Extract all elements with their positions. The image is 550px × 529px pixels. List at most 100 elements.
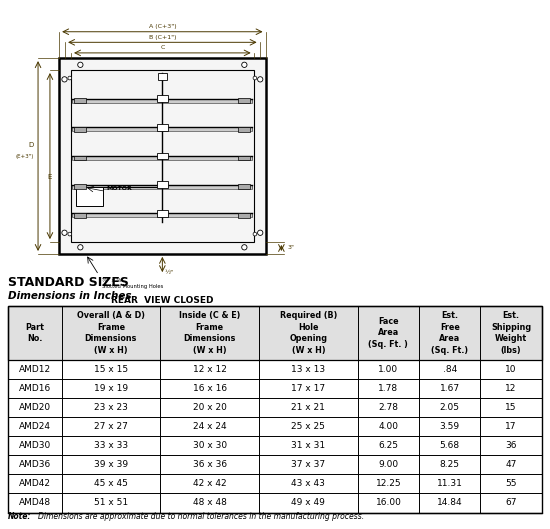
Text: 3": 3" xyxy=(288,245,295,250)
Text: Required (B)
Hole
Opening
(W x H): Required (B) Hole Opening (W x H) xyxy=(279,311,337,355)
Text: 51 x 51: 51 x 51 xyxy=(94,498,128,507)
Text: 3.59: 3.59 xyxy=(439,422,460,431)
Circle shape xyxy=(62,77,67,82)
Text: Est.
Free
Area
(Sq. Ft.): Est. Free Area (Sq. Ft.) xyxy=(431,311,468,355)
Text: .84: .84 xyxy=(443,365,457,374)
Circle shape xyxy=(241,244,247,250)
Bar xyxy=(74,156,86,160)
Bar xyxy=(8,306,542,513)
Circle shape xyxy=(253,76,257,80)
Text: Face
Area
(Sq. Ft. ): Face Area (Sq. Ft. ) xyxy=(368,317,408,349)
Text: Part
No.: Part No. xyxy=(25,323,45,343)
Circle shape xyxy=(68,76,72,80)
Circle shape xyxy=(257,230,263,235)
Circle shape xyxy=(78,62,83,67)
Text: 23 x 23: 23 x 23 xyxy=(94,403,128,412)
Text: E: E xyxy=(47,174,51,180)
Text: 43 x 43: 43 x 43 xyxy=(292,479,325,488)
Bar xyxy=(238,98,250,103)
Text: AMD20: AMD20 xyxy=(19,403,51,412)
Bar xyxy=(74,127,86,132)
Text: 20 x 20: 20 x 20 xyxy=(192,403,227,412)
Text: 2.05: 2.05 xyxy=(440,403,460,412)
Bar xyxy=(73,127,252,131)
Text: Est.
Shipping
Weight
(lbs): Est. Shipping Weight (lbs) xyxy=(491,311,531,355)
Text: 13 x 13: 13 x 13 xyxy=(292,365,326,374)
Text: ⅝” x ⅝”
Slotted Mounting Holes: ⅝” x ⅝” Slotted Mounting Holes xyxy=(102,278,163,288)
Text: 12.25: 12.25 xyxy=(376,479,401,488)
Bar xyxy=(157,95,168,102)
Text: AMD42: AMD42 xyxy=(19,479,51,488)
Text: 2.78: 2.78 xyxy=(378,403,398,412)
Text: C: C xyxy=(160,45,164,50)
Text: Inside (C & E)
Frame
Dimensions
(W x H): Inside (C & E) Frame Dimensions (W x H) xyxy=(179,311,240,355)
Text: 25 x 25: 25 x 25 xyxy=(292,422,325,431)
Text: 14.84: 14.84 xyxy=(437,498,463,507)
Text: Note:: Note: xyxy=(8,512,31,521)
Bar xyxy=(76,187,103,206)
Text: 49 x 49: 49 x 49 xyxy=(292,498,325,507)
Bar xyxy=(238,184,250,189)
Text: D: D xyxy=(29,142,34,149)
Text: 45 x 45: 45 x 45 xyxy=(94,479,128,488)
Text: 1.67: 1.67 xyxy=(439,384,460,393)
Text: AMD36: AMD36 xyxy=(19,460,51,469)
Text: 36 x 36: 36 x 36 xyxy=(192,460,227,469)
Text: STANDARD SIZES: STANDARD SIZES xyxy=(8,276,129,289)
Circle shape xyxy=(257,77,263,82)
Bar xyxy=(238,213,250,218)
Text: 1.00: 1.00 xyxy=(378,365,398,374)
Text: 19 x 19: 19 x 19 xyxy=(94,384,128,393)
Text: AMD12: AMD12 xyxy=(19,365,51,374)
Bar xyxy=(73,99,252,103)
Text: 48 x 48: 48 x 48 xyxy=(192,498,227,507)
Text: 10: 10 xyxy=(505,365,517,374)
Bar xyxy=(73,213,252,217)
Circle shape xyxy=(62,230,67,235)
Text: Dimensions in Inches: Dimensions in Inches xyxy=(8,291,131,301)
Text: 4.00: 4.00 xyxy=(378,422,398,431)
Text: 47: 47 xyxy=(505,460,517,469)
Bar xyxy=(74,98,86,103)
Bar xyxy=(238,127,250,132)
Text: 55: 55 xyxy=(505,479,517,488)
Text: (E+3"): (E+3") xyxy=(16,153,34,159)
Text: 5.68: 5.68 xyxy=(439,441,460,450)
Text: 15 x 15: 15 x 15 xyxy=(94,365,128,374)
Text: AMD24: AMD24 xyxy=(19,422,51,431)
Text: REAR  VIEW CLOSED: REAR VIEW CLOSED xyxy=(111,296,213,305)
Text: 9.00: 9.00 xyxy=(378,460,398,469)
Text: Overall (A & D)
Frame
Dimensions
(W x H): Overall (A & D) Frame Dimensions (W x H) xyxy=(77,311,145,355)
Text: MOTOR: MOTOR xyxy=(107,186,133,191)
Circle shape xyxy=(78,244,83,250)
Text: 42 x 42: 42 x 42 xyxy=(193,479,227,488)
Text: AMD48: AMD48 xyxy=(19,498,51,507)
Text: 1.78: 1.78 xyxy=(378,384,398,393)
Text: 36: 36 xyxy=(505,441,517,450)
Text: 16.00: 16.00 xyxy=(376,498,402,507)
Text: 24 x 24: 24 x 24 xyxy=(193,422,227,431)
Bar xyxy=(8,306,542,360)
Text: 39 x 39: 39 x 39 xyxy=(94,460,128,469)
Text: AMD30: AMD30 xyxy=(19,441,51,450)
Text: 33 x 33: 33 x 33 xyxy=(94,441,128,450)
Text: ½": ½" xyxy=(165,270,174,275)
Text: 8.25: 8.25 xyxy=(440,460,460,469)
Bar xyxy=(157,181,168,188)
Text: 31 x 31: 31 x 31 xyxy=(292,441,326,450)
Text: 17: 17 xyxy=(505,422,517,431)
Text: AMD16: AMD16 xyxy=(19,384,51,393)
Circle shape xyxy=(68,232,72,236)
Text: 21 x 21: 21 x 21 xyxy=(292,403,325,412)
Text: 37 x 37: 37 x 37 xyxy=(292,460,326,469)
Text: 15: 15 xyxy=(505,403,517,412)
Text: 30 x 30: 30 x 30 xyxy=(192,441,227,450)
Bar xyxy=(59,58,266,254)
Text: B (C+1"): B (C+1") xyxy=(148,34,176,40)
Text: 27 x 27: 27 x 27 xyxy=(94,422,128,431)
Bar xyxy=(74,213,86,218)
Text: 12: 12 xyxy=(505,384,517,393)
Circle shape xyxy=(253,232,257,236)
Bar xyxy=(73,185,252,189)
Bar xyxy=(157,210,168,217)
